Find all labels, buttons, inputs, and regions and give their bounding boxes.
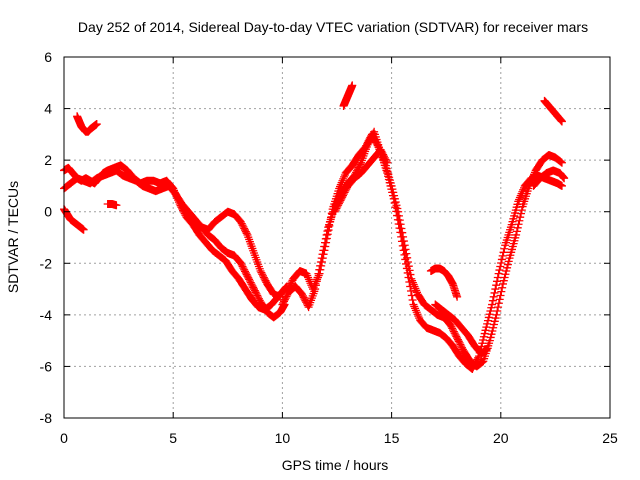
data-point-markers — [431, 300, 492, 358]
data-point-markers — [278, 127, 566, 374]
data-point-markers — [191, 207, 285, 301]
data-point-markers — [529, 166, 569, 190]
y-tick-label: -2 — [40, 255, 53, 271]
series-track-12 — [540, 96, 566, 126]
y-tick-label: -4 — [40, 307, 53, 323]
x-axis-label: GPS time / hours — [282, 457, 389, 473]
x-tick-label: 25 — [602, 430, 618, 446]
series-track-13 — [529, 166, 569, 190]
y-tick-label: -6 — [40, 358, 53, 374]
series-track-6 — [103, 199, 121, 210]
grid — [64, 57, 610, 418]
data-point-markers — [330, 145, 392, 216]
y-tick-label: 2 — [44, 152, 52, 168]
series-track-5 — [73, 112, 101, 136]
series-track-3 — [191, 207, 285, 301]
y-tick-label: -8 — [40, 410, 53, 426]
y-tick-label: 6 — [44, 49, 52, 65]
chart-title: Day 252 of 2014, Sidereal Day-to-day VTE… — [78, 19, 588, 35]
series-track-8 — [278, 127, 566, 374]
series-track-9 — [330, 145, 392, 216]
data-layer — [60, 81, 569, 374]
data-point-markers — [540, 96, 566, 126]
x-tick-label: 20 — [493, 430, 509, 446]
data-point-markers — [103, 199, 121, 210]
series-track-11 — [426, 264, 462, 301]
x-tick-label: 10 — [275, 430, 291, 446]
x-tick-label: 0 — [60, 430, 68, 446]
series-track-14 — [431, 300, 492, 358]
y-axis-label: SDTVAR / TECUs — [5, 181, 21, 293]
y-tick-label: 4 — [44, 101, 52, 117]
data-point-markers — [73, 112, 101, 136]
plot-frame — [63, 56, 611, 419]
axis-ticks: 0 5 10 15 20 25 -8 -6 -4 -2 0 2 4 6 — [40, 49, 618, 446]
data-point-markers — [426, 264, 462, 301]
series-track-10 — [339, 81, 357, 110]
x-tick-label: 15 — [384, 430, 400, 446]
x-tick-label: 5 — [169, 430, 177, 446]
data-point-markers — [339, 81, 357, 110]
y-tick-label: 0 — [44, 204, 52, 220]
